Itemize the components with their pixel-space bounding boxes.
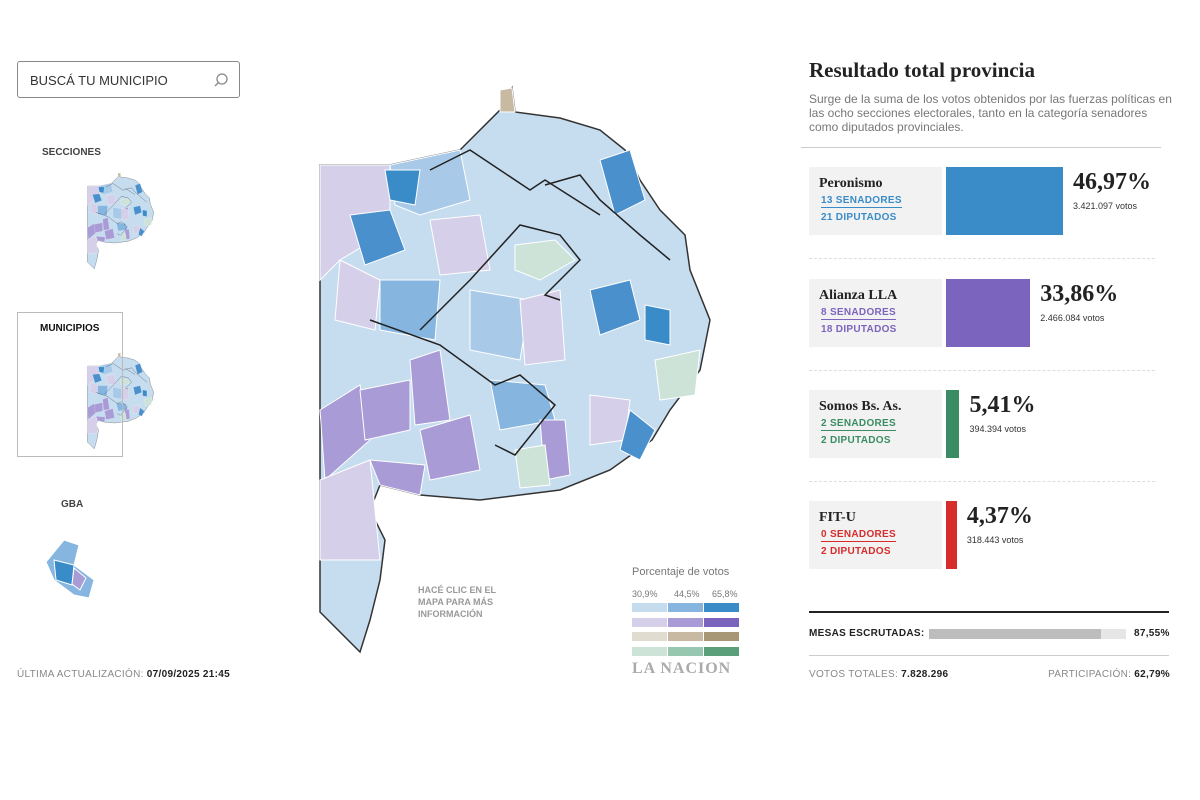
divider [801,147,1161,148]
party-card: Somos Bs. As. 2 SENADORES 2 DIPUTADOS [809,390,942,458]
counted-track [929,629,1126,639]
description-line: Surge de la suma de los votos obtenidos … [809,92,1172,106]
deputies: 2 DIPUTADOS [821,435,891,446]
party-name: FIT-U [819,510,856,525]
search-box[interactable]: BUSCÁ TU MUNICIPIO [17,61,240,98]
view-selected[interactable] [17,312,123,457]
counted-bar [929,629,1102,639]
counted-value: 87,55% [1134,628,1170,639]
search-icon [214,73,228,87]
turnout-value: 62,79% [1134,669,1170,680]
map-hint: HACÉ CLIC EN EL MAPA PARA MÁS INFORMACIÓ… [418,584,496,620]
deputies: 2 DIPUTADOS [821,546,891,557]
senators: 0 SENADORES [821,529,896,542]
view-label[interactable]: MUNICIPIOS [40,323,100,334]
legend-title: Porcentaje de votos [632,566,730,578]
share-label: 33,86% [1040,281,1119,307]
separator [809,481,1155,482]
brand: LA NACION [632,660,732,677]
share-bar [946,501,957,569]
updated-label: ÚLTIMA ACTUALIZACIÓN: [17,669,144,680]
view-label[interactable]: GBA [61,499,84,510]
party-card: FIT-U 0 SENADORES 2 DIPUTADOS [809,501,942,569]
legend-swatches [632,603,740,657]
hint-line: MAPA PARA MÁS [418,597,493,607]
legend-label: 65,8% [712,589,738,599]
party-card: Peronismo 13 SENADORES 21 DIPUTADOS [809,167,942,235]
share-bar [946,390,960,458]
party-name: Peronismo [819,176,883,191]
counted-label: MESAS ESCRUTADAS: [809,628,925,639]
legend-label: 44,5% [674,589,700,599]
party-card: Alianza LLA 8 SENADORES 18 DIPUTADOS [809,279,942,347]
turnout: PARTICIPACIÓN: 62,79% [1048,669,1170,680]
separator [809,370,1155,371]
hint-line: HACÉ CLIC EN EL [418,585,497,595]
hint-line: INFORMACIÓN [418,609,483,619]
results-title: Resultado total provincia [809,58,1035,82]
results-description: Surge de la suma de los votos obtenidos … [809,92,1174,134]
share-bar [946,279,1031,347]
votes: 3.421.097 votos [1072,201,1138,211]
view-label[interactable]: SECCIONES [42,147,101,158]
sections-thumb[interactable] [87,172,154,269]
updated: ÚLTIMA ACTUALIZACIÓN: 07/09/2025 21:45 [17,669,230,680]
separator [809,258,1155,259]
updated-value: 07/09/2025 21:45 [146,669,230,680]
senators: 2 SENADORES [821,418,896,431]
legend-label: 30,9% [632,589,658,599]
share-label: 4,37% [966,503,1033,529]
share-bar [946,167,1063,235]
votes: 318.443 votos [966,535,1024,545]
divider [809,611,1169,613]
senators: 8 SENADORES [821,307,896,320]
turnout-label: PARTICIPACIÓN: [1048,669,1132,680]
total-value: 7.828.296 [901,669,949,680]
total-votes: VOTOS TOTALES: 7.828.296 [809,669,948,680]
search-placeholder: BUSCÁ TU MUNICIPIO [30,73,168,88]
deputies: 21 DIPUTADOS [821,212,897,223]
share-label: 5,41% [969,392,1036,418]
divider [809,655,1169,656]
deputies: 18 DIPUTADOS [821,324,897,335]
votes: 394.394 votos [969,424,1027,434]
description-line: las ocho secciones electorales, tanto en… [809,106,1148,120]
senators: 13 SENADORES [821,195,902,208]
gba-thumb[interactable] [45,539,95,599]
description-line: como diputados provinciales. [809,120,964,134]
total-label: VOTOS TOTALES: [809,669,899,680]
share-label: 46,97% [1072,169,1151,195]
votes: 2.466.084 votos [1040,313,1105,323]
party-name: Alianza LLA [819,288,898,303]
party-name: Somos Bs. As. [819,399,902,414]
